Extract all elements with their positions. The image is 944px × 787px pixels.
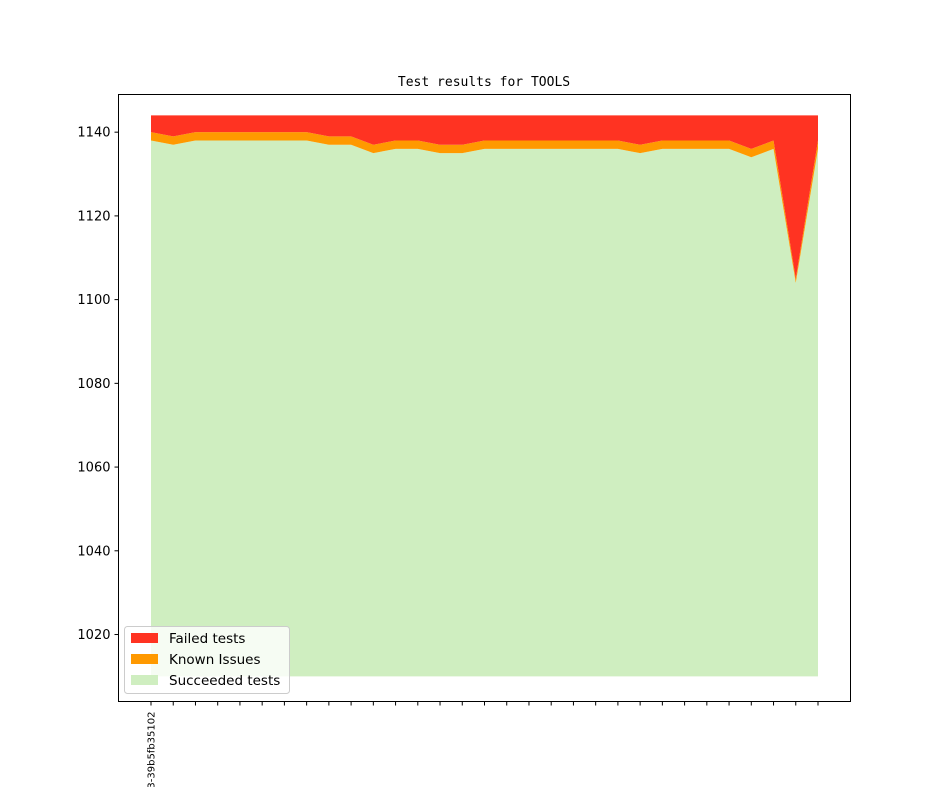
y-tick-label: 1040 (77, 544, 110, 559)
y-tick-label: 1100 (77, 293, 110, 308)
y-tick-label: 1120 (77, 209, 110, 224)
chart-areas (151, 115, 818, 677)
legend-label-failed-tests: Failed tests (169, 631, 245, 647)
y-tick-label: 1140 (77, 126, 110, 141)
legend-label-succeeded-tests: Succeeded tests (169, 673, 280, 689)
chart-title: Test results for TOOLS (398, 75, 570, 90)
y-tick-label: 1020 (77, 628, 110, 643)
legend: Failed tests Known Issues Succeeded tests (124, 626, 290, 694)
y-axis: 1020 1040 1060 1080 1100 1120 1140 (77, 126, 119, 643)
y-tick-label: 1060 (77, 461, 110, 476)
area-failed-tests (151, 115, 818, 279)
x-axis: 3-39b5fb35102 (147, 701, 819, 787)
area-succeeded-tests (151, 140, 818, 677)
legend-swatch-succeeded-tests (131, 675, 158, 685)
y-tick-label: 1080 (77, 377, 110, 392)
plot-frame (118, 94, 851, 702)
legend-box (124, 626, 290, 694)
legend-swatch-known-issues (131, 654, 158, 664)
legend-swatch-failed-tests (131, 633, 158, 643)
x-tick-label: 3-39b5fb35102 (147, 712, 158, 787)
legend-label-known-issues: Known Issues (169, 652, 261, 668)
